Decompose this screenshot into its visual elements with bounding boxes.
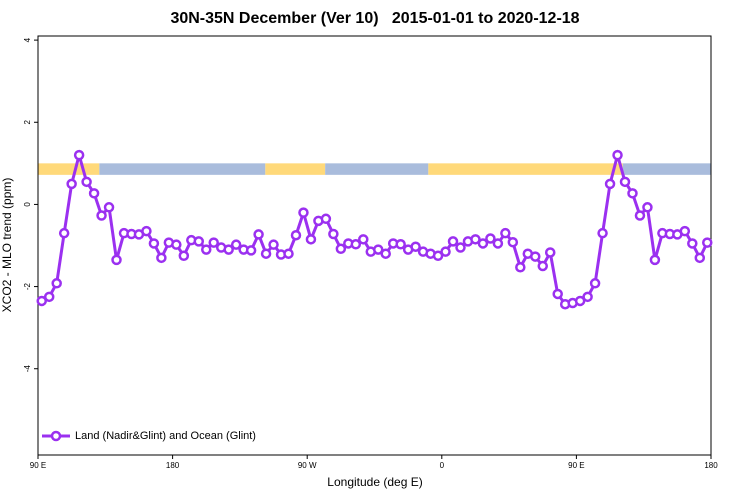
- data-point: [470, 234, 481, 245]
- data-point: [395, 239, 406, 250]
- data-point: [223, 244, 234, 255]
- data-point: [492, 238, 504, 249]
- data-point: [604, 178, 616, 190]
- data-point: [597, 227, 608, 239]
- data-point: [111, 254, 122, 266]
- data-point: [58, 227, 70, 239]
- data-point: [627, 188, 638, 199]
- surface-band: [265, 163, 326, 175]
- data-point: [260, 248, 272, 259]
- data-point: [447, 236, 459, 247]
- data-point: [500, 227, 511, 239]
- data-point: [358, 234, 369, 245]
- data-point: [171, 239, 182, 250]
- data-point: [649, 254, 661, 266]
- data-point: [103, 202, 115, 213]
- data-point: [335, 243, 347, 255]
- data-point: [440, 246, 451, 257]
- data-point: [619, 176, 631, 188]
- data-point: [178, 250, 190, 262]
- data-point: [283, 248, 294, 259]
- data-point: [679, 225, 691, 237]
- data-point: [544, 247, 556, 258]
- data-point: [253, 229, 264, 240]
- data-point: [245, 245, 257, 256]
- data-point: [642, 202, 653, 213]
- surface-band: [622, 163, 711, 175]
- data-point: [507, 236, 519, 248]
- x-tick-label: 90 W: [298, 461, 317, 470]
- data-point: [36, 295, 47, 307]
- y-tick-label: 2: [23, 119, 32, 124]
- data-point: [612, 149, 623, 161]
- data-point: [230, 239, 242, 250]
- legend-label: Land (Nadir&Glint) and Ocean (Glint): [75, 430, 256, 442]
- chart-title: 30N-35N December (Ver 10) 2015-01-01 to …: [170, 10, 579, 27]
- surface-band: [428, 163, 623, 175]
- data-point: [530, 251, 541, 262]
- data-point: [455, 242, 466, 253]
- data-point: [432, 250, 444, 262]
- data-point: [268, 239, 279, 250]
- data-point: [43, 291, 55, 303]
- data-point: [73, 149, 85, 161]
- data-point: [380, 248, 391, 259]
- x-tick-label: 90 E: [568, 461, 584, 470]
- x-tick-label: 180: [166, 461, 180, 470]
- data-point: [320, 213, 332, 225]
- data-point: [477, 238, 489, 249]
- data-point: [298, 207, 309, 218]
- surface-band: [99, 163, 266, 175]
- x-axis-label: Longitude (deg E): [327, 475, 422, 489]
- data-point: [515, 262, 526, 273]
- data-point: [66, 178, 77, 190]
- data-point: [702, 237, 713, 248]
- data-point: [305, 234, 317, 245]
- y-tick-label: 4: [23, 37, 32, 42]
- data-point: [350, 239, 362, 250]
- surface-band: [325, 163, 429, 175]
- data-point: [141, 225, 152, 237]
- x-tick-label: 90 E: [30, 461, 46, 470]
- data-point: [485, 233, 496, 244]
- data-point: [537, 260, 548, 272]
- data-point: [208, 237, 219, 248]
- data-point: [201, 244, 212, 255]
- data-point: [148, 238, 160, 249]
- y-tick-label: -4: [23, 365, 32, 373]
- data-point: [552, 288, 563, 300]
- x-tick-label: 0: [440, 461, 445, 470]
- data-point: [51, 278, 62, 289]
- data-point: [81, 176, 92, 188]
- data-point: [96, 210, 107, 221]
- y-tick-label: 0: [23, 202, 32, 207]
- data-point: [634, 210, 646, 221]
- data-point: [574, 295, 586, 307]
- data-point: [410, 241, 421, 252]
- data-point: [694, 252, 706, 264]
- data-point: [687, 238, 698, 249]
- y-axis-label: XCO2 - MLO trend (ppm): [0, 178, 14, 313]
- y-tick-label: -2: [23, 282, 32, 290]
- data-point: [372, 244, 384, 255]
- x-tick-label: 180: [704, 461, 718, 470]
- data-point: [582, 291, 593, 303]
- data-point: [290, 229, 302, 241]
- legend-marker: [50, 430, 62, 442]
- data-point: [156, 252, 167, 264]
- data-point: [193, 236, 205, 247]
- data-point: [328, 228, 339, 240]
- data-point: [589, 278, 601, 289]
- data-point: [88, 188, 100, 199]
- plot-frame: [37, 35, 712, 456]
- surface-band: [38, 163, 100, 175]
